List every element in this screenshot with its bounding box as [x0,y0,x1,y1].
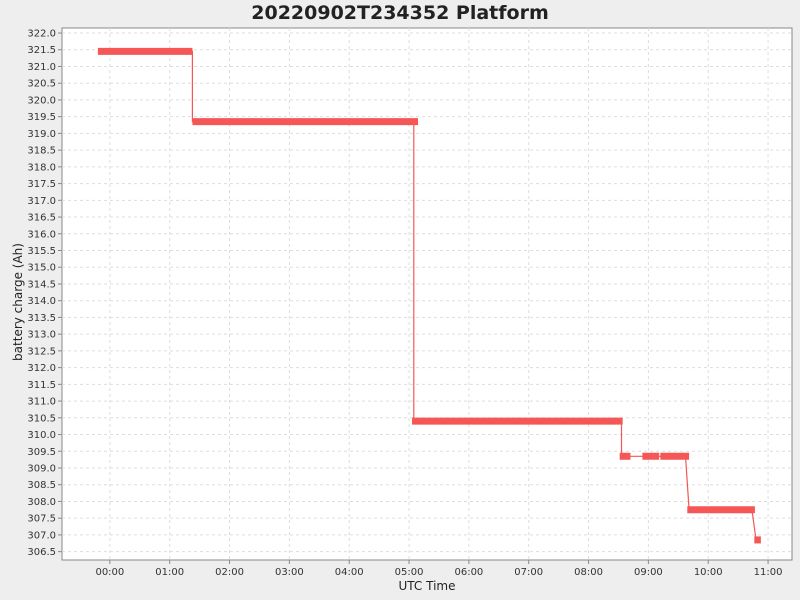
y-axis: 306.5 307.0 307.5 308.0 308.5 309.0 309.5 310.0… [27,29,62,558]
x-tick-label: 07:00 [514,567,543,578]
y-tick-label: 322.0 [27,29,56,40]
x-tick-label: 10:00 [694,567,723,578]
y-tick-label: 313.0 [27,330,56,341]
x-tick-label: 06:00 [454,567,483,578]
y-tick-label: 315.5 [27,246,56,257]
y-tick-label: 307.5 [27,514,56,525]
x-tick-label: 08:00 [574,567,603,578]
x-tick-label: 11:00 [754,567,783,578]
y-tick-label: 318.5 [27,146,56,157]
y-tick-label: 317.0 [27,196,56,207]
y-tick-label: 309.5 [27,447,56,458]
y-tick-label: 308.0 [27,497,56,508]
y-axis-label: battery charge (Ah) [11,243,25,361]
y-tick-label: 316.0 [27,229,56,240]
y-tick-label: 306.5 [27,547,56,558]
x-axis-label: UTC Time [399,579,456,593]
y-tick-label: 321.0 [27,62,56,73]
y-tick-label: 313.5 [27,313,56,324]
y-tick-label: 310.0 [27,430,56,441]
plot-area [61,27,793,561]
x-tick-label: 00:00 [95,567,124,578]
x-tick-label: 02:00 [215,567,244,578]
y-tick-label: 317.5 [27,179,56,190]
y-tick-label: 316.5 [27,213,56,224]
y-tick-label: 321.5 [27,45,56,56]
y-tick-label: 314.5 [27,279,56,290]
y-tick-label: 319.5 [27,112,56,123]
x-tick-label: 05:00 [395,567,424,578]
y-tick-label: 307.0 [27,530,56,541]
y-tick-label: 308.5 [27,480,56,491]
y-tick-label: 309.0 [27,463,56,474]
y-tick-label: 310.5 [27,413,56,424]
y-tick-label: 315.0 [27,263,56,274]
chart-title: 20220902T234352 Platform [251,2,549,24]
y-tick-label: 319.0 [27,129,56,140]
x-tick-label: 01:00 [155,567,184,578]
series-layer [97,47,761,544]
y-tick-label: 311.0 [27,397,56,408]
x-tick-label: 04:00 [335,567,364,578]
x-tick-label: 03:00 [275,567,304,578]
y-tick-label: 312.5 [27,346,56,357]
x-tick-label: 09:00 [634,567,663,578]
y-tick-label: 320.5 [27,79,56,90]
y-tick-label: 312.0 [27,363,56,374]
y-tick-label: 311.5 [27,380,56,391]
y-tick-label: 318.0 [27,162,56,173]
y-tick-label: 320.0 [27,95,56,106]
x-axis: 00:00 01:00 02:00 03:00 04:00 05:00 06:00 07:00… [95,560,782,578]
y-tick-label: 314.0 [27,296,56,307]
